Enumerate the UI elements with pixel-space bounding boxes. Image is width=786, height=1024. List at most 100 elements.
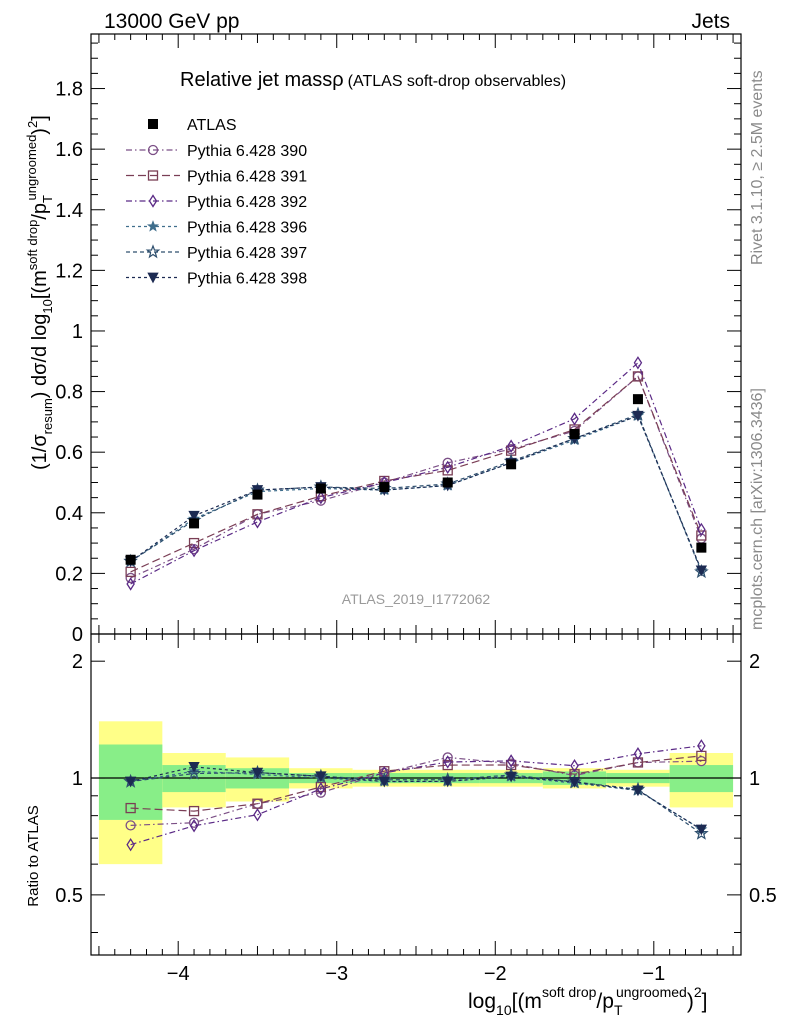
main-series-layer [123,356,709,591]
series-pythia-6-428-392-ratio-point [633,747,643,761]
series-pythia-6-428-392-ratio-line [130,745,702,846]
series-pythia-6-428-391-line [130,375,702,573]
y-tick-label: 0.6 [55,442,83,464]
series-pythia-6-428-398-ratio-point [632,785,644,797]
x-tick-label: −3 [325,963,348,985]
y-tick-label: 0 [72,624,83,646]
atlas-data-point [189,518,200,529]
legend-pythia-6-428-397-label: Pythia 6.428 397 [187,245,307,262]
legend-pythia-6-428-396-label: Pythia 6.428 396 [187,220,307,237]
series-pythia-6-428-397-ratio-point [186,765,202,780]
series-pythia-6-428-391-ratio-point [188,805,200,817]
series-pythia-6-428-397-ratio-line [130,771,702,835]
series-pythia-6-428-390-ratio-point [188,817,200,828]
legend-pythia-6-428-391-marker [147,170,159,181]
series-pythia-6-428-396-line [130,415,702,571]
series-pythia-6-428-392-point [570,412,579,426]
y-tick-label: 0.4 [55,503,83,525]
series-pythia-6-428-392-ratio-point [697,739,706,753]
series-pythia-6-428-391-point [696,530,707,541]
legend-pythia-6-428-398-label: Pythia 6.428 398 [187,271,307,288]
atlas-data-point [696,542,707,553]
series-pythia-6-428-390-line [130,375,702,579]
series-pythia-6-428-390-ratio-point [696,756,707,767]
header-jets-label: Jets [691,10,730,33]
ratio-y-tick-label-right: 0.5 [749,885,777,907]
y-tick-label: 1.8 [55,79,83,101]
legend-pythia-6-428-391-label: Pythia 6.428 391 [187,169,307,186]
series-pythia-6-428-391-ratio-point [125,802,136,814]
series-pythia-6-428-390-ratio-line [130,756,702,826]
y-tick-label: 1.2 [55,260,83,282]
legend-pythia-6-428-398-marker [147,272,159,284]
series-pythia-6-428-398-ratio-point [442,776,454,788]
legend-pythia-6-428-397-marker [145,244,161,259]
atlas-data-point [442,477,453,488]
series-pythia-6-428-392-ratio-point [189,819,199,833]
series-pythia-6-428-392-point [443,460,452,475]
atlas-data-point [569,429,580,439]
series-pythia-6-428-398-ratio-point [695,824,708,836]
series-pythia-6-428-391-point [442,465,453,476]
atlas-data-point [506,459,517,470]
series-pythia-6-428-392-point [189,543,199,558]
ratio-y-tick-label: 0.5 [55,885,83,907]
ratio-series-layer [123,739,709,852]
series-pythia-6-428-390-point [125,572,136,584]
series-pythia-6-428-392-point [126,577,135,591]
series-pythia-6-428-397-line [130,413,702,573]
series-pythia-6-428-392-line [130,361,702,585]
x-axis-label: log10[(msoft drop/pTungroomed)2] [468,984,707,1018]
x-tick-label: −2 [484,963,507,985]
series-pythia-6-428-398-point [695,565,708,577]
series-pythia-6-428-391-point [632,371,644,382]
series-pythia-6-428-398-ratio-point [124,776,137,788]
series-pythia-6-428-391-ratio-point [442,759,453,771]
series-pythia-6-428-391-point [125,566,136,578]
series-pythia-6-428-398-ratio-point [378,776,390,788]
series-pythia-6-428-390-ratio-point [125,820,136,831]
series-pythia-6-428-398-ratio-point [505,771,517,783]
series-pythia-6-428-392-point [316,490,326,505]
atlas-data-point [379,482,390,493]
ratio-y-tick-label-right: 1 [749,768,760,790]
series-pythia-6-428-392-ratio-point [253,808,262,822]
y-axis-label: (1/σresum) dσ/d log10[(msoft drop/pTungr… [24,115,55,470]
y-tick-label: 0.8 [55,382,83,404]
ratio-y-tick-label: 1 [72,768,83,790]
legend-pythia-6-428-390-label: Pythia 6.428 390 [187,143,307,160]
series-pythia-6-428-392-point [697,522,706,537]
series-pythia-6-428-390-ratio-point [315,787,327,798]
series-pythia-6-428-398-ratio-point [188,761,200,773]
series-pythia-6-428-391-ratio-point [632,757,644,768]
series-pythia-6-428-398-point [632,410,644,422]
series-pythia-6-428-392-ratio-point [570,759,579,773]
series-pythia-6-428-398-ratio-point [568,777,581,788]
y-tick-label: 1.6 [55,139,83,161]
x-tick-label: −4 [167,963,190,985]
series-pythia-6-428-398-ratio-point [251,767,264,779]
series-pythia-6-428-391-point [188,537,200,549]
series-pythia-6-428-392-ratio-point [316,782,326,796]
series-pythia-6-428-392-point [633,356,643,370]
series-pythia-6-428-398-line [130,415,702,571]
series-pythia-6-428-392-point [506,439,516,453]
series-pythia-6-428-398-ratio-point [315,771,327,783]
series-pythia-6-428-396-ratio-line [130,770,702,831]
series-pythia-6-428-391-ratio-line [130,755,702,812]
chart-subtitle: (ATLAS soft-drop observables) [348,73,566,90]
atlas-data-point [315,483,326,494]
ratio-y-tick-label-right: 2 [749,651,760,673]
y-tick-label: 0.2 [55,563,83,585]
legend-pythia-6-428-392-marker [148,194,158,208]
series-pythia-6-428-392-ratio-point [506,754,516,768]
series-pythia-6-428-392-ratio-point [126,837,135,852]
series-pythia-6-428-397-ratio-point [694,825,709,840]
series-pythia-6-428-392-ratio-point [443,755,452,769]
y-tick-label: 1.4 [55,200,83,222]
mcplots-source-label: mcplots.cern.ch [arXiv:1306.3436] [749,388,766,630]
legend: ATLAS Pythia 6.428 390 Pythia 6.428 391 Pyt… [126,117,307,288]
x-tick-label: −1 [642,963,665,985]
chart-title: Relative jet massρ (ATLAS soft-drop obser… [180,69,566,91]
series-pythia-6-428-391-point [252,509,263,520]
